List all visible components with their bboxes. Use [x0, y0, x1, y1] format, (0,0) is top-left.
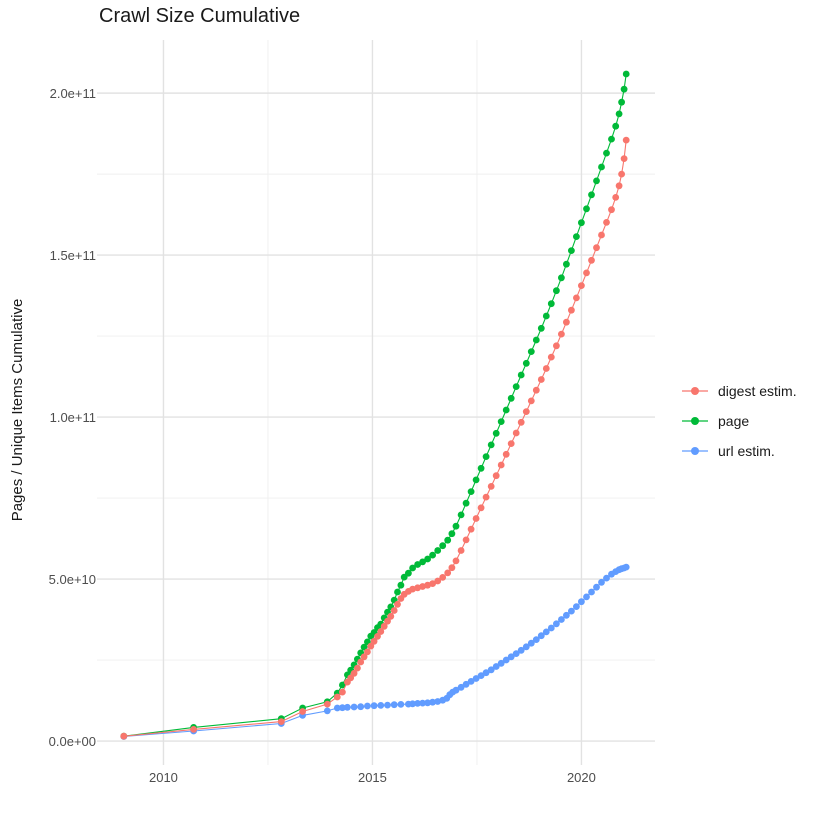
y-tick-label: 1.0e+11 — [49, 410, 96, 426]
y-axis-title: Pages / Unique Items Cumulative — [9, 298, 26, 522]
x-tick-label: 2015 — [357, 770, 387, 785]
legend-label: digest estim. — [718, 383, 797, 399]
x-tick-label: 2010 — [148, 770, 178, 785]
legend-label: page — [718, 413, 750, 429]
legend-key-icon — [682, 447, 708, 455]
x-tick-label: 2020 — [566, 770, 596, 785]
y-tick-label: 0.0e+00 — [48, 734, 96, 750]
y-tick-label: 2.0e+11 — [49, 86, 96, 102]
legend-item-digest: digest estim. — [680, 376, 797, 406]
legend: digest estim. page url estim. — [680, 376, 797, 466]
legend-key-icon — [682, 417, 708, 425]
legend-label: url estim. — [718, 443, 775, 459]
y-tick-label: 1.5e+11 — [49, 248, 96, 264]
legend-item-url: url estim. — [680, 436, 797, 466]
legend-key-icon — [682, 387, 708, 395]
series-digest — [120, 136, 630, 740]
chart-title: Crawl Size Cumulative — [99, 5, 301, 27]
legend-item-page: page — [680, 406, 797, 436]
series-url — [120, 563, 630, 740]
y-tick-label: 5.0e+10 — [48, 572, 96, 588]
